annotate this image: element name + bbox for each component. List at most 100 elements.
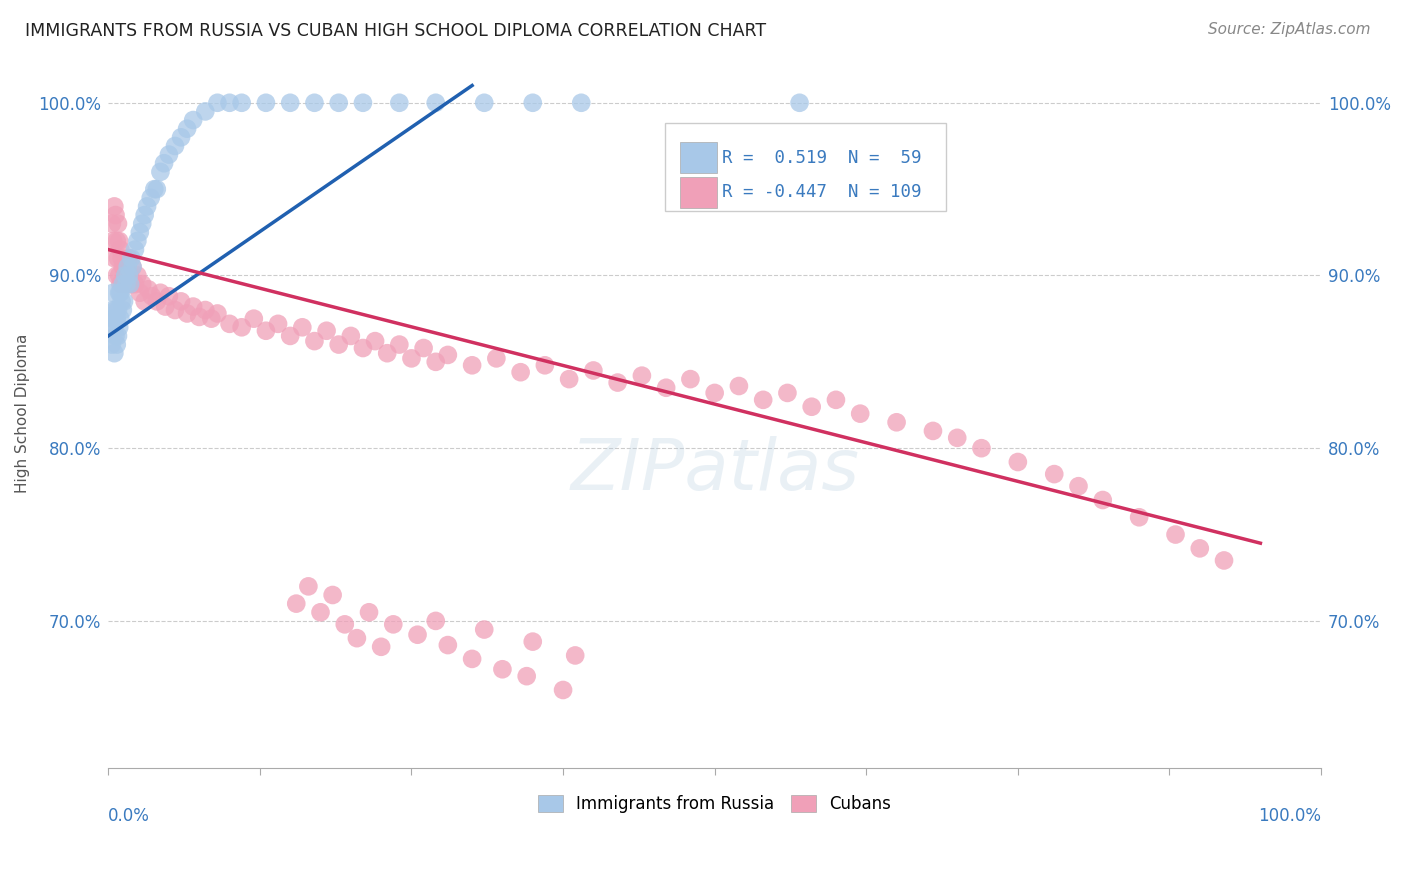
- Point: [370, 640, 392, 654]
- Point: [114, 268, 136, 283]
- Point: [107, 303, 129, 318]
- Point: [127, 234, 149, 248]
- Point: [1067, 479, 1090, 493]
- Point: [278, 95, 301, 110]
- Point: [285, 597, 308, 611]
- Point: [157, 289, 180, 303]
- Point: [112, 294, 135, 309]
- Point: [105, 268, 128, 283]
- Point: [564, 648, 586, 663]
- Point: [146, 294, 169, 309]
- Point: [304, 95, 326, 110]
- Point: [703, 386, 725, 401]
- Point: [200, 311, 222, 326]
- Point: [551, 683, 574, 698]
- Point: [118, 268, 141, 283]
- Point: [1213, 553, 1236, 567]
- Point: [388, 95, 411, 110]
- Point: [103, 346, 125, 360]
- Point: [491, 662, 513, 676]
- Point: [170, 294, 193, 309]
- Point: [218, 95, 240, 110]
- Point: [110, 251, 132, 265]
- Point: [108, 285, 131, 300]
- Point: [1043, 467, 1066, 482]
- Point: [101, 217, 124, 231]
- Point: [364, 334, 387, 348]
- Point: [100, 320, 122, 334]
- Point: [181, 113, 204, 128]
- Point: [1091, 493, 1114, 508]
- Point: [105, 311, 128, 326]
- Point: [388, 337, 411, 351]
- Text: Source: ZipAtlas.com: Source: ZipAtlas.com: [1208, 22, 1371, 37]
- Text: 0.0%: 0.0%: [108, 806, 150, 824]
- Point: [134, 208, 156, 222]
- Point: [115, 260, 138, 274]
- Point: [267, 317, 290, 331]
- Point: [752, 392, 775, 407]
- Point: [101, 337, 124, 351]
- Point: [231, 320, 253, 334]
- Point: [461, 359, 484, 373]
- Point: [352, 341, 374, 355]
- Point: [218, 317, 240, 331]
- Point: [1188, 541, 1211, 556]
- Point: [1007, 455, 1029, 469]
- Point: [104, 329, 127, 343]
- Point: [121, 260, 143, 274]
- Point: [425, 614, 447, 628]
- Point: [153, 156, 176, 170]
- Point: [382, 617, 405, 632]
- Point: [120, 277, 142, 292]
- Point: [110, 285, 132, 300]
- Point: [103, 320, 125, 334]
- Point: [107, 217, 129, 231]
- Y-axis label: High School Diploma: High School Diploma: [15, 334, 30, 493]
- Point: [728, 379, 751, 393]
- Point: [679, 372, 702, 386]
- Point: [789, 95, 811, 110]
- Point: [149, 165, 172, 179]
- Point: [516, 669, 538, 683]
- Point: [108, 320, 131, 334]
- Point: [357, 605, 380, 619]
- Text: R =  0.519  N =  59: R = 0.519 N = 59: [723, 149, 922, 167]
- Point: [131, 217, 153, 231]
- Point: [101, 234, 124, 248]
- Point: [558, 372, 581, 386]
- Point: [105, 337, 128, 351]
- Point: [118, 251, 141, 265]
- Point: [114, 268, 136, 283]
- Point: [104, 208, 127, 222]
- Point: [509, 365, 531, 379]
- Point: [886, 415, 908, 429]
- Point: [849, 407, 872, 421]
- Point: [111, 260, 134, 274]
- Text: 100.0%: 100.0%: [1258, 806, 1322, 824]
- Point: [922, 424, 945, 438]
- Point: [107, 251, 129, 265]
- Point: [333, 617, 356, 632]
- Point: [437, 348, 460, 362]
- Point: [117, 260, 139, 274]
- Text: R = -0.447  N = 109: R = -0.447 N = 109: [723, 184, 922, 202]
- Point: [946, 431, 969, 445]
- Point: [101, 285, 124, 300]
- Point: [124, 243, 146, 257]
- Point: [117, 277, 139, 292]
- Point: [309, 605, 332, 619]
- Point: [110, 243, 132, 257]
- Point: [322, 588, 344, 602]
- Point: [131, 277, 153, 292]
- Point: [304, 334, 326, 348]
- Point: [112, 277, 135, 292]
- Point: [103, 199, 125, 213]
- Point: [181, 300, 204, 314]
- Point: [124, 277, 146, 292]
- Point: [136, 282, 159, 296]
- Point: [825, 392, 848, 407]
- Point: [1128, 510, 1150, 524]
- Point: [315, 324, 337, 338]
- Point: [176, 306, 198, 320]
